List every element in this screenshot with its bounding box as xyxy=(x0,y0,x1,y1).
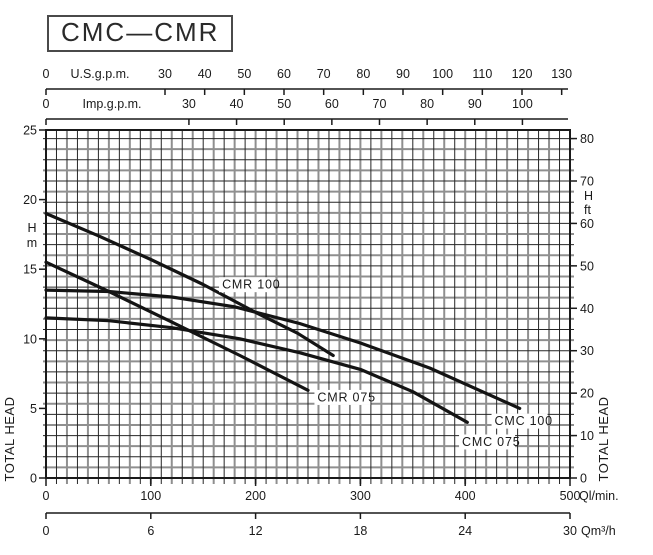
tick-label-us_gpm: 130 xyxy=(551,67,572,81)
chart-title-box: CMC—CMR xyxy=(47,15,234,52)
tick-label-head-ft: 80 xyxy=(580,132,594,146)
tick-label-head-m: 5 xyxy=(30,402,37,416)
tick-label-head-ft: 70 xyxy=(580,174,594,188)
tick-label-imp_gpm: 0 xyxy=(43,97,50,111)
tick-label-us_gpm: 120 xyxy=(512,67,533,81)
tick-label-head-m: 20 xyxy=(23,193,37,207)
curve-cmc-100 xyxy=(44,288,522,410)
tick-label-head-ft: 40 xyxy=(580,302,594,316)
tick-label-head-ft: 0 xyxy=(580,472,587,486)
tick-label-us_gpm: 50 xyxy=(237,67,251,81)
plot-border xyxy=(45,129,571,479)
axis-caption-lmin: Ql/min. xyxy=(579,489,619,503)
tick-label-head-m: 15 xyxy=(23,263,37,277)
tick-label-head-m: 25 xyxy=(23,124,37,138)
tick-label-lmin: 500 xyxy=(560,489,581,503)
tick-label-us_gpm: 80 xyxy=(356,67,370,81)
tick-label-us_gpm: 90 xyxy=(396,67,410,81)
tick-label-m3h: 0 xyxy=(43,524,50,538)
tick-label-us_gpm: 70 xyxy=(317,67,331,81)
tick-label-lmin: 300 xyxy=(350,489,371,503)
tick-label-head-m: 10 xyxy=(23,332,37,346)
tick-label-lmin: 200 xyxy=(245,489,266,503)
tick-label-m3h: 18 xyxy=(353,524,367,538)
tick-label-us_gpm: 40 xyxy=(198,67,212,81)
curve-cmr-075 xyxy=(44,260,310,392)
unit-label-h-ft2: ft xyxy=(584,203,591,217)
tick-label-us_gpm: 60 xyxy=(277,67,291,81)
tick-label-lmin: 400 xyxy=(455,489,476,503)
y-axis-title-right: TOTAL HEAD xyxy=(596,397,611,482)
axis-caption-us_gpm: U.S.g.p.m. xyxy=(70,67,129,81)
curve-label-cmr-075: CMR 075 xyxy=(317,390,375,404)
unit-label-h-ft1: H xyxy=(584,189,593,203)
tick-label-lmin: 100 xyxy=(140,489,161,503)
chart-title: CMC—CMR xyxy=(61,17,220,47)
tick-label-head-ft: 20 xyxy=(580,387,594,401)
tick-label-head-ft: 50 xyxy=(580,259,594,273)
tick-label-imp_gpm: 50 xyxy=(277,97,291,111)
tick-label-head-ft: 30 xyxy=(580,344,594,358)
tick-label-us_gpm: 0 xyxy=(43,67,50,81)
tick-label-imp_gpm: 90 xyxy=(468,97,482,111)
tick-label-imp_gpm: 80 xyxy=(420,97,434,111)
curve-label-bg-cmr-075 xyxy=(314,389,371,405)
axis-caption-m3h: Qm³/h xyxy=(581,524,616,538)
tick-label-imp_gpm: 70 xyxy=(373,97,387,111)
curve-label-bg-cmc-075 xyxy=(459,434,516,450)
axis-caption-imp_gpm: Imp.g.p.m. xyxy=(82,97,141,111)
tick-label-m3h: 6 xyxy=(147,524,154,538)
tick-label-m3h: 30 xyxy=(563,524,577,538)
unit-label-h: H xyxy=(27,221,36,235)
curve-cmc-075 xyxy=(44,316,469,424)
tick-label-head-ft: 60 xyxy=(580,217,594,231)
tick-label-imp_gpm: 40 xyxy=(230,97,244,111)
tick-label-m3h: 12 xyxy=(249,524,263,538)
tick-label-lmin: 0 xyxy=(43,489,50,503)
y-axis-title-left: TOTAL HEAD xyxy=(2,397,17,482)
tick-label-imp_gpm: 60 xyxy=(325,97,339,111)
tick-label-m3h: 24 xyxy=(458,524,472,538)
tick-label-us_gpm: 110 xyxy=(472,67,492,81)
curve-cmr-100 xyxy=(44,211,335,358)
curve-label-cmr-100: CMR 100 xyxy=(222,278,280,292)
unit-label-m: m xyxy=(27,236,37,250)
curve-label-bg-cmr-100 xyxy=(219,277,276,293)
curve-label-cmc-075: CMC 075 xyxy=(462,435,520,449)
tick-label-imp_gpm: 100 xyxy=(512,97,533,111)
tick-label-imp_gpm: 30 xyxy=(182,97,196,111)
curve-label-bg-cmc-100 xyxy=(491,413,548,429)
tick-label-us_gpm: 100 xyxy=(432,67,453,81)
tick-label-head-ft: 10 xyxy=(580,429,594,443)
curve-label-cmc-100: CMC 100 xyxy=(495,414,553,428)
tick-label-us_gpm: 30 xyxy=(158,67,172,81)
tick-label-head-m: 0 xyxy=(30,472,37,486)
